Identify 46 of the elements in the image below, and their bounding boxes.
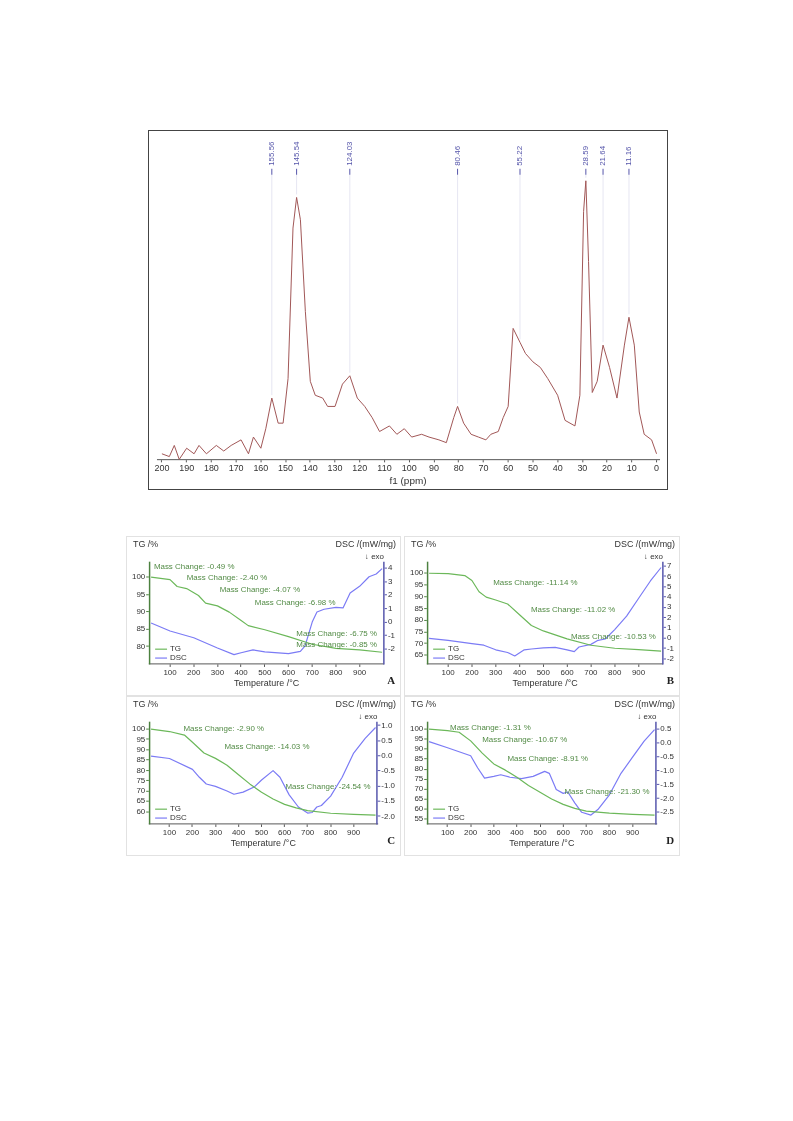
x-axis-title: Temperature /°C	[234, 678, 300, 689]
x-tick-label: 70	[478, 463, 489, 474]
annotation: 21.64	[598, 145, 608, 166]
y-axis-title: TG /%	[410, 539, 437, 550]
x-tick-label: 190	[179, 463, 195, 474]
annotation: 155.56	[267, 140, 277, 166]
annotation: 11.16	[624, 145, 634, 166]
x-tick-label: 110	[377, 463, 392, 474]
y2-axis-title: DSC /(mW/mg)	[614, 699, 676, 710]
x-tick-label: 0	[654, 463, 660, 474]
annotation: 28.59	[581, 145, 591, 166]
annotation: 145.54	[291, 140, 301, 166]
annotation: 124.03	[344, 140, 354, 166]
text: D	[666, 834, 675, 846]
x-tick-label: 20	[602, 463, 613, 474]
x-tick-label: 100	[401, 463, 417, 474]
text: A	[387, 674, 396, 686]
annotation: 55.22	[515, 145, 525, 166]
x-tick-label: 120	[352, 463, 368, 474]
x-axis-title: Temperature /°C	[509, 838, 575, 849]
x-tick-label: 160	[253, 463, 269, 474]
x-tick-label: 150	[278, 463, 294, 474]
x-tick-label: 10	[626, 463, 637, 474]
x-tick-label: 30	[577, 463, 588, 474]
x-tick-label: 170	[228, 463, 244, 474]
x-tick-label: 180	[203, 463, 219, 474]
text: C	[387, 834, 396, 846]
x-tick-label: 130	[327, 463, 343, 474]
annotation: 80.46	[452, 145, 462, 166]
x-axis-title: Temperature /°C	[512, 678, 579, 689]
x-tick-label: 60	[503, 463, 514, 474]
x-tick-label: 80	[453, 463, 464, 474]
y-axis-title: TG /%	[410, 699, 437, 710]
x-tick-label: 200	[154, 463, 170, 474]
x-axis-title: f1 (ppm)	[389, 474, 427, 486]
x-tick-label: 90	[428, 463, 439, 474]
text: B	[666, 674, 675, 686]
x-tick-label: 140	[302, 463, 318, 474]
x-tick-label: 50	[527, 463, 538, 474]
x-axis-title: Temperature /°C	[230, 838, 297, 849]
y-axis-title: TG /%	[132, 539, 159, 550]
y-axis-title: TG /%	[132, 699, 159, 710]
y2-axis-title: DSC /(mW/mg)	[335, 539, 397, 550]
x-tick-label: 40	[552, 463, 563, 474]
y2-axis-title: DSC /(mW/mg)	[614, 539, 676, 550]
y2-axis-title: DSC /(mW/mg)	[335, 699, 397, 710]
